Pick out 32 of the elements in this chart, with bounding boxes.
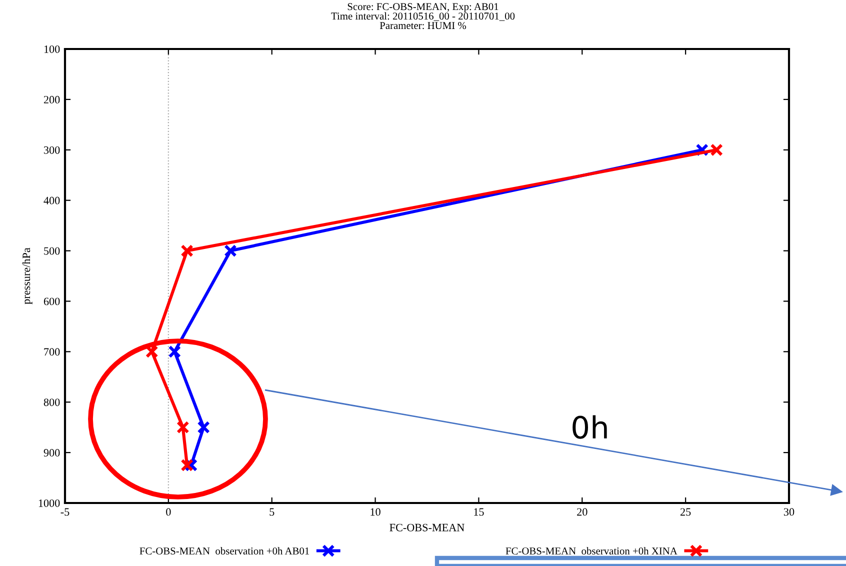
legend-label: FC-OBS-MEAN observation +0h AB01: [140, 547, 310, 555]
y-tick-label: 200: [44, 96, 60, 104]
chart-title: Score: FC-OBS-MEAN, Exp: AB01 Time interval: 20110516_00 - 20110701_00 Parameter: HUMI %: [331, 3, 515, 30]
point: [197, 420, 210, 434]
legend-label: FC-OBS-MEAN observation +0h XINA: [506, 547, 678, 555]
x-axis-title: FC-OBS-MEAN: [390, 524, 464, 532]
point: [168, 345, 182, 358]
y-tick-label: 300: [44, 146, 60, 154]
y-tick-label: 100: [44, 45, 60, 53]
y-tick-label: 1000: [38, 499, 60, 507]
y-axis-title: pressure/hPa: [22, 248, 32, 304]
x-tick-label: 25: [680, 508, 691, 516]
y-tick-label: 700: [44, 348, 60, 356]
point: [224, 244, 237, 258]
y-tick-label: 400: [44, 196, 60, 204]
y-tick-label: 600: [44, 298, 60, 306]
point: [180, 244, 194, 258]
y-tick-label: 500: [44, 247, 60, 255]
x-tick-label: 0: [166, 508, 171, 516]
y-tick-label: 900: [44, 449, 60, 457]
x-tick-label: 5: [270, 508, 274, 516]
annotation: 0h: [572, 415, 607, 439]
point: [180, 458, 194, 472]
point: [145, 345, 158, 358]
y-tick-label: 800: [44, 398, 60, 406]
point: [710, 144, 723, 156]
x-tick-label: 20: [577, 508, 588, 516]
x-tick-label: 15: [474, 508, 484, 516]
x-tick-label: 10: [370, 508, 380, 516]
x-tick-label: -5: [60, 508, 70, 516]
point: [176, 420, 190, 434]
x-tick-label: 30: [784, 508, 794, 516]
